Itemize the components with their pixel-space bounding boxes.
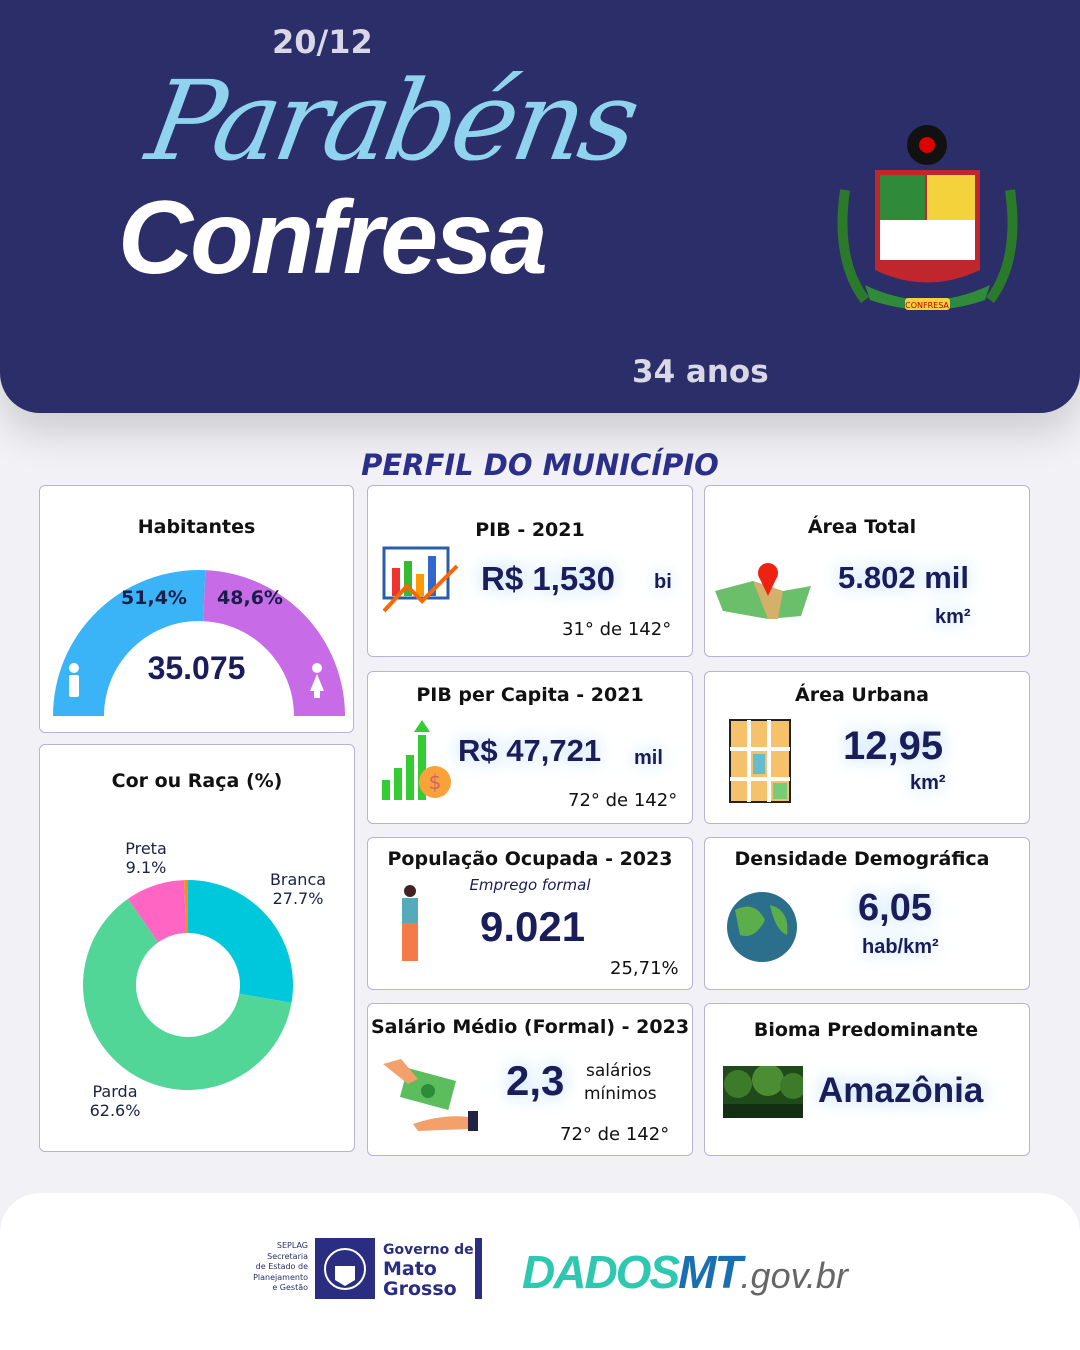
crest-text: CONFRESA [905, 301, 949, 310]
salario-unit: mínimos [584, 1084, 657, 1104]
svg-text:$: $ [429, 770, 442, 794]
card-habitantes: Habitantes 51,4% 48,6% 35.075 [39, 485, 354, 733]
area-urbana-value: 12,95 [843, 724, 944, 768]
slice-label: Branca [270, 870, 326, 889]
chart-title: Cor ou Raça (%) [111, 770, 283, 792]
female-icon [310, 663, 324, 698]
years: 34 anos [632, 354, 769, 390]
gender-gauge: 51,4% 48,6% [53, 570, 345, 716]
money-hands-icon [383, 1059, 478, 1131]
growth-chart-icon [382, 546, 459, 613]
seplag-text: SEPLAG Secretaria de Estado de Planejamento… [253, 1241, 308, 1292]
pib-capita-unit: mil [634, 747, 663, 769]
card-title: Habitantes [137, 516, 256, 538]
card-title: População Ocupada - 2023 [387, 848, 673, 870]
city-map-icon [729, 719, 791, 803]
map-pin-icon [715, 563, 811, 619]
footer: SEPLAG Secretaria de Estado de Planejamento… [0, 1193, 1080, 1350]
slice-label: Parda [93, 1082, 138, 1101]
card-title: Área Total [807, 516, 917, 538]
donut-slice-other [184, 880, 188, 934]
script-title: Parabéns [138, 57, 645, 185]
section-title: PERFIL DO MUNICÍPIO [361, 448, 719, 482]
date: 20/12 [272, 23, 373, 61]
card-title: Salário Médio (Formal) - 2023 [370, 1016, 690, 1038]
header-banner: 20/12 Parabéns Confresa 34 anos CONFRESA [0, 0, 1080, 413]
card-pib: PIB - 2021 R$ 1,530 bi 31° de 142° [367, 485, 693, 657]
card-pib-capita: PIB per Capita - 2021 $ R$ 47,721 mil 72… [367, 671, 693, 824]
card-populacao: População Ocupada - 2023 Emprego formal … [367, 837, 693, 990]
densidade-unit: hab/km² [862, 936, 939, 958]
area-total-unit: km² [935, 606, 971, 628]
card-title: Densidade Demográfica [734, 848, 990, 870]
densidade-value: 6,05 [858, 887, 932, 929]
mt-crest-logo [315, 1238, 375, 1299]
card-raca: Cor ou Raça (%) Branca 27.7% Parda 62.6% Pre… [39, 744, 355, 1152]
card-title: Bioma Predominante [753, 1019, 979, 1041]
salario-value: 2,3 [506, 1057, 565, 1104]
city-name: Confresa [118, 180, 548, 296]
worker-icon [402, 885, 418, 961]
divider [475, 1238, 482, 1299]
card-densidade: Densidade Demográfica 6,05 hab/km² [704, 837, 1030, 990]
pib-capita-value: R$ 47,721 [458, 733, 602, 768]
globe-people-icon [727, 892, 797, 962]
populacao-pct: 25,71% [610, 958, 679, 979]
pib-capita-rank: 72° de 142° [568, 790, 678, 811]
male-icon [69, 663, 79, 697]
area-urbana-unit: km² [910, 772, 946, 794]
male-pct: 51,4% [121, 587, 187, 609]
card-title: PIB per Capita - 2021 [416, 684, 644, 706]
pib-unit: bi [654, 571, 672, 593]
gov-mt-logo-text: Governo de Mato Grosso [383, 1242, 474, 1300]
card-salario: Salário Médio (Formal) - 2023 2,3 salári… [367, 1003, 693, 1156]
donut-slice-branca [188, 880, 293, 1003]
gauge-female [203, 570, 345, 716]
pib-rank: 31° de 142° [562, 619, 672, 640]
card-area-total: Área Total 5.802 mil km² [704, 485, 1030, 657]
slice-value: 62.6% [90, 1101, 141, 1120]
donut-slice-parda [83, 898, 292, 1090]
forest-icon [723, 1066, 803, 1118]
slice-label: Preta [125, 839, 167, 858]
card-title: PIB - 2021 [475, 519, 585, 541]
salario-unit: salários [586, 1061, 652, 1081]
gauge-male [53, 570, 206, 716]
card-bioma: Bioma Predominante Amazônia [704, 1003, 1030, 1156]
bioma-value: Amazônia [818, 1071, 984, 1110]
female-pct: 48,6% [217, 587, 283, 609]
populacao-value: 9.021 [480, 903, 586, 950]
slice-value: 27.7% [273, 889, 324, 908]
card-subtitle: Emprego formal [469, 876, 591, 894]
dadosmt-logo: DADOSMT.gov.br [522, 1246, 848, 1298]
salario-rank: 72° de 142° [560, 1124, 670, 1145]
habitantes-total: 35.075 [147, 650, 246, 686]
city-crest-icon: CONFRESA [837, 125, 1018, 310]
donut-slice-preta [127, 880, 187, 943]
card-title: Área Urbana [795, 684, 929, 706]
slice-value: 9.1% [126, 858, 167, 877]
area-total-value: 5.802 mil [838, 560, 969, 595]
money-growth-icon: $ [382, 720, 451, 800]
pib-value: R$ 1,530 [481, 560, 615, 597]
card-area-urbana: Área Urbana 12,95 km² [704, 671, 1030, 824]
